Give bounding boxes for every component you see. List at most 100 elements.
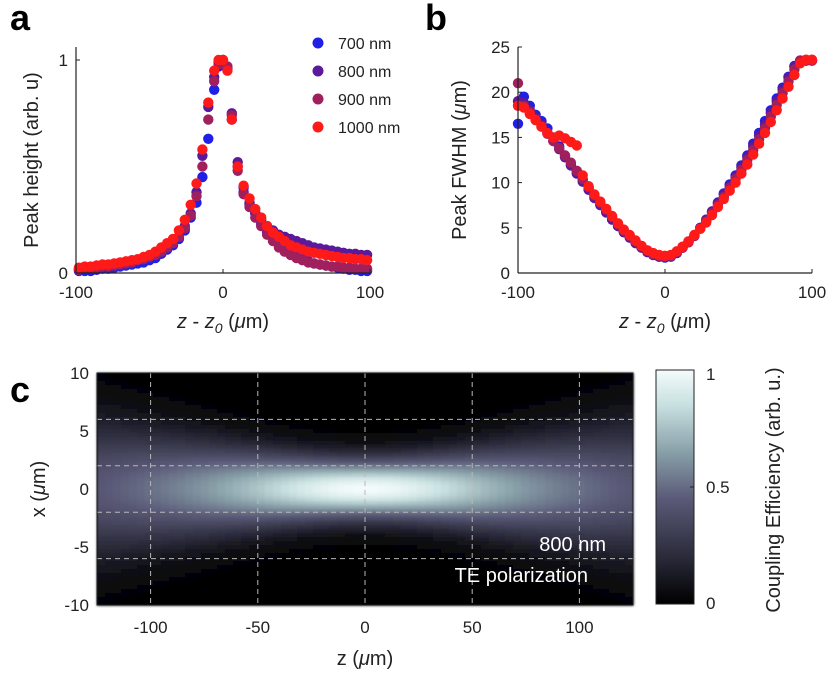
heatmap-cell (193, 569, 202, 574)
heatmap-cell (585, 417, 594, 422)
heatmap-cell (225, 437, 234, 442)
heatmap-cell (369, 553, 378, 558)
heatmap-cell (505, 597, 514, 602)
heatmap-cell (433, 505, 442, 510)
heatmap-cell (97, 405, 106, 410)
heatmap-cell (465, 433, 474, 438)
heatmap-cell (513, 501, 522, 506)
heatmap-cell (305, 441, 314, 446)
heatmap-cell (593, 405, 602, 410)
heatmap-cell (305, 393, 314, 398)
heatmap-cell (305, 385, 314, 390)
heatmap-cell (377, 557, 386, 562)
heatmap-cell (209, 525, 218, 530)
heatmap-cell (329, 409, 338, 414)
heatmap-cell (433, 457, 442, 462)
heatmap-cell (305, 413, 314, 418)
heatmap-cell (481, 525, 490, 530)
heatmap-cell (625, 537, 634, 542)
heatmap-cell (145, 509, 154, 514)
heatmap-cell (593, 417, 602, 422)
heatmap-cell (577, 561, 586, 566)
heatmap-cell (281, 405, 290, 410)
heatmap-cell (193, 517, 202, 522)
heatmap-cell (513, 453, 522, 458)
panel-b-point-3-38 (736, 168, 747, 179)
heatmap-cell (145, 485, 154, 490)
heatmap-cell (209, 581, 218, 586)
heatmap-cell (585, 393, 594, 398)
heatmap-cell (161, 509, 170, 514)
heatmap-cell (97, 517, 106, 522)
heatmap-cell (313, 389, 322, 394)
heatmap-cell (449, 377, 458, 382)
heatmap-cell (297, 421, 306, 426)
heatmap-cell (609, 525, 618, 530)
heatmap-cell (329, 493, 338, 498)
heatmap-cell (153, 533, 162, 538)
heatmap-cell (449, 433, 458, 438)
heatmap-cell (361, 521, 370, 526)
heatmap-cell (521, 385, 530, 390)
heatmap-cell (201, 497, 210, 502)
heatmap-cell (97, 505, 106, 510)
heatmap-cell (225, 505, 234, 510)
heatmap-cell (289, 373, 298, 378)
heatmap-cell (305, 449, 314, 454)
heatmap-cell (513, 569, 522, 574)
heatmap-cell (225, 377, 234, 382)
heatmap-cell (457, 589, 466, 594)
heatmap-cell (529, 433, 538, 438)
heatmap-cell (169, 561, 178, 566)
heatmap-cell (329, 569, 338, 574)
heatmap-cell (129, 513, 138, 518)
panel-a-point-2-20 (191, 191, 202, 202)
heatmap-cell (241, 477, 250, 482)
heatmap-cell (97, 485, 106, 490)
heatmap-cell (577, 589, 586, 594)
heatmap-cell (129, 577, 138, 582)
heatmap-cell (113, 469, 122, 474)
heatmap-cell (393, 397, 402, 402)
heatmap-cell (289, 593, 298, 598)
heatmap-cell (225, 461, 234, 466)
heatmap-cell (489, 541, 498, 546)
heatmap-cell (433, 413, 442, 418)
heatmap-cell (561, 373, 570, 378)
heatmap-cell (161, 521, 170, 526)
heatmap-cell (233, 537, 242, 542)
heatmap-cell (201, 593, 210, 598)
heatmap-cell (169, 453, 178, 458)
heatmap-cell (521, 489, 530, 494)
heatmap-cell (153, 497, 162, 502)
heatmap-cell (321, 585, 330, 590)
heatmap-cell (449, 549, 458, 554)
heatmap-cell (433, 481, 442, 486)
heatmap-cell (161, 565, 170, 570)
heatmap-cell (177, 513, 186, 518)
heatmap-cell (169, 581, 178, 586)
heatmap-cell (257, 597, 266, 602)
heatmap-cell (433, 477, 442, 482)
heatmap-cell (185, 577, 194, 582)
heatmap-cell (561, 445, 570, 450)
heatmap-cell (481, 441, 490, 446)
heatmap-cell (465, 581, 474, 586)
heatmap-cell (201, 529, 210, 534)
heatmap-cell (305, 373, 314, 378)
heatmap-cell (417, 565, 426, 570)
heatmap-cell (121, 549, 130, 554)
heatmap-cell (257, 389, 266, 394)
heatmap-cell (385, 497, 394, 502)
heatmap-cell (369, 497, 378, 502)
heatmap-cell (217, 385, 226, 390)
heatmap-cell (625, 589, 634, 594)
heatmap-cell (585, 509, 594, 514)
heatmap-cell (449, 469, 458, 474)
heatmap-cell (569, 389, 578, 394)
heatmap-cell (217, 405, 226, 410)
heatmap-cell (289, 461, 298, 466)
heatmap-cell (505, 465, 514, 470)
heatmap-cell (561, 557, 570, 562)
heatmap-cell (249, 389, 258, 394)
